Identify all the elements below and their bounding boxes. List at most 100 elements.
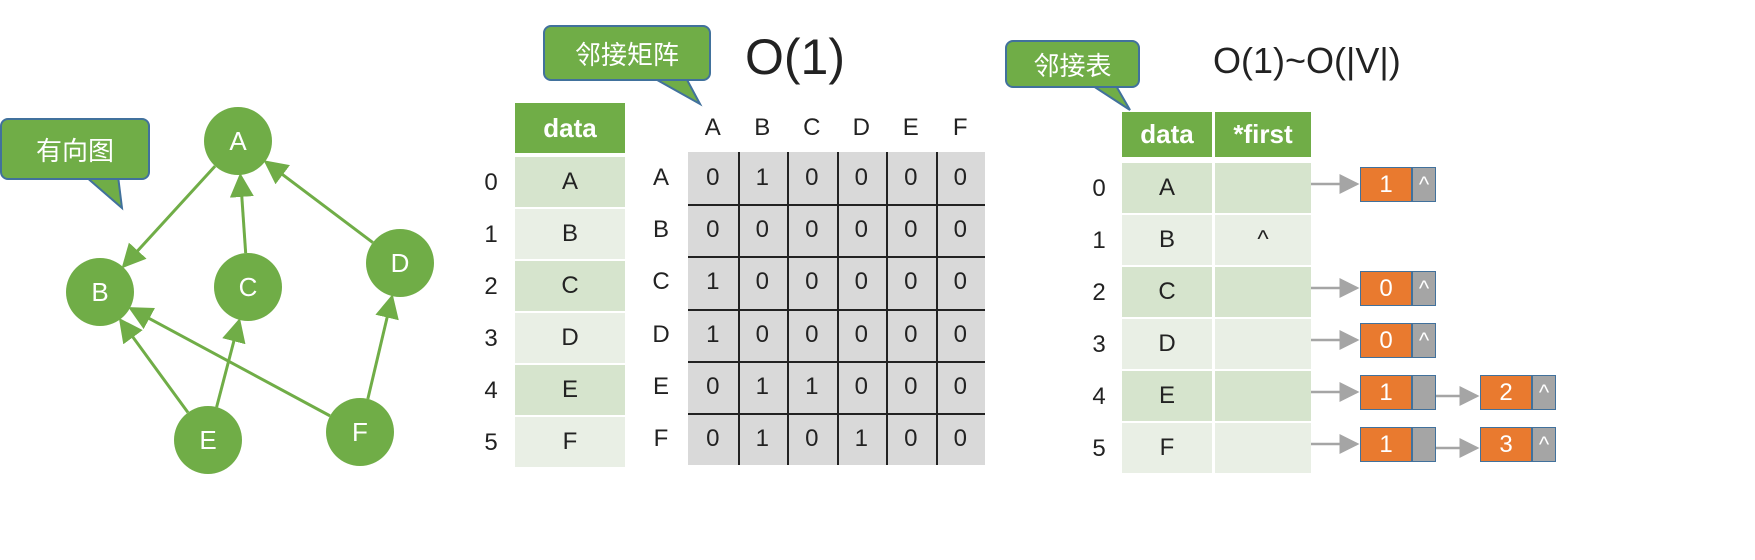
vertex-index: 2 bbox=[484, 273, 498, 300]
graph-node-label: A bbox=[229, 126, 247, 156]
edge-node-next bbox=[1412, 375, 1436, 410]
list-first-header: *first bbox=[1215, 112, 1311, 157]
matrix-col-divider bbox=[886, 152, 888, 465]
matrix-cell: 0 bbox=[854, 268, 868, 296]
edge-E-C bbox=[215, 317, 246, 408]
matrix-cell: 0 bbox=[904, 216, 918, 244]
edge-node-adjvex: 0 bbox=[1360, 271, 1412, 306]
graph-node-C bbox=[214, 253, 282, 321]
matrix-cell: 0 bbox=[805, 425, 819, 453]
edge-node-null-next: ^ bbox=[1412, 167, 1436, 202]
graph-node-label: E bbox=[199, 425, 216, 455]
matrix-cell: 0 bbox=[953, 425, 967, 453]
matrix-data-header: data bbox=[515, 103, 625, 153]
matrix-cell: 0 bbox=[805, 216, 819, 244]
edge-A-B bbox=[121, 165, 217, 269]
matrix-col-label: D bbox=[852, 114, 870, 141]
graph-node-A bbox=[204, 107, 272, 175]
vertex-index: 0 bbox=[484, 169, 498, 196]
matrix-row-label: A bbox=[652, 164, 669, 192]
matrix-row-label: E bbox=[652, 372, 669, 400]
matrix-cell: 0 bbox=[904, 425, 918, 453]
matrix-cell: 0 bbox=[953, 320, 967, 348]
edge-C-A bbox=[229, 172, 254, 254]
callout-adjacency-list: 邻接表 bbox=[1005, 40, 1140, 88]
matrix-cell: 0 bbox=[854, 216, 868, 244]
list-vertex-cell: B bbox=[1122, 215, 1212, 265]
matrix-row-label: D bbox=[652, 320, 670, 348]
matrix-cell: 1 bbox=[706, 320, 720, 348]
null-pointer-symbol: ^ bbox=[1257, 226, 1269, 253]
matrix-row-label: B bbox=[652, 216, 669, 244]
list-vertex-cell: E bbox=[1122, 371, 1212, 421]
matrix-row-divider bbox=[688, 204, 985, 207]
matrix-cell: 0 bbox=[953, 268, 967, 296]
edge-F-B bbox=[128, 307, 331, 418]
matrix-cell: 0 bbox=[805, 268, 819, 296]
matrix-cell: 0 bbox=[953, 372, 967, 400]
list-first-pointer-cell bbox=[1215, 319, 1311, 369]
matrix-cell: 0 bbox=[755, 216, 769, 244]
matrix-cell: 0 bbox=[904, 372, 918, 400]
matrix-cell: 0 bbox=[953, 216, 967, 244]
edge-E-B bbox=[118, 317, 190, 414]
edge-node-null-next: ^ bbox=[1412, 271, 1436, 306]
matrix-col-divider bbox=[836, 152, 839, 465]
list-vertex-index: 0 bbox=[1092, 175, 1106, 202]
edge-node-adjvex: 2 bbox=[1480, 375, 1532, 410]
matrix-cell: 0 bbox=[755, 320, 769, 348]
edge-node-adjvex: 1 bbox=[1360, 427, 1412, 462]
graph-node-D bbox=[366, 229, 434, 297]
edge-node-null-next: ^ bbox=[1532, 375, 1556, 410]
matrix-col-divider bbox=[737, 152, 740, 465]
graph-node-B bbox=[66, 258, 134, 326]
matrix-cell: 0 bbox=[805, 164, 819, 192]
edge-F-D bbox=[366, 294, 399, 400]
vertex-cell: F bbox=[515, 417, 625, 467]
callout-tail-graph bbox=[82, 175, 124, 211]
matrix-cell: 1 bbox=[805, 372, 819, 400]
edge-node-adjvex: 3 bbox=[1480, 427, 1532, 462]
callout-directed-graph: 有向图 bbox=[0, 118, 150, 180]
matrix-cell: 0 bbox=[904, 268, 918, 296]
list-first-pointer-cell bbox=[1215, 215, 1311, 265]
list-vertex-index: 2 bbox=[1092, 279, 1106, 306]
matrix-cell: 0 bbox=[706, 425, 720, 453]
matrix-cell: 1 bbox=[755, 164, 769, 192]
matrix-cell: 1 bbox=[854, 425, 868, 453]
matrix-cell: 0 bbox=[854, 372, 868, 400]
list-first-pointer-cell bbox=[1215, 423, 1311, 473]
edge-node-null-next: ^ bbox=[1412, 323, 1436, 358]
matrix-col-label: E bbox=[902, 114, 919, 141]
matrix-cell: 0 bbox=[904, 164, 918, 192]
list-vertex-index: 5 bbox=[1092, 435, 1106, 462]
edge-node-adjvex: 1 bbox=[1360, 375, 1412, 410]
matrix-row-label: C bbox=[652, 268, 670, 296]
list-first-pointer-cell bbox=[1215, 371, 1311, 421]
matrix-row-divider bbox=[688, 256, 985, 259]
matrix-col-divider bbox=[935, 152, 938, 465]
matrix-cell: 0 bbox=[805, 320, 819, 348]
graph-node-label: B bbox=[91, 277, 108, 307]
matrix-cell: 0 bbox=[706, 164, 720, 192]
list-first-pointer-cell bbox=[1215, 163, 1311, 213]
matrix-row-divider bbox=[688, 413, 985, 415]
vertex-cell: C bbox=[515, 261, 625, 311]
vertex-index: 1 bbox=[484, 221, 498, 248]
matrix-cell: 0 bbox=[953, 164, 967, 192]
matrix-row-divider bbox=[688, 308, 985, 311]
graph-node-label: F bbox=[352, 417, 368, 447]
vertex-index: 5 bbox=[484, 429, 498, 456]
vertex-cell: B bbox=[515, 209, 625, 259]
matrix-col-label: F bbox=[952, 114, 968, 141]
matrix-cell: 1 bbox=[755, 372, 769, 400]
edge-D-A bbox=[263, 160, 374, 244]
vertex-cell: D bbox=[515, 313, 625, 363]
matrix-cell: 0 bbox=[854, 320, 868, 348]
list-complexity: O(1)~O(|V|) bbox=[1213, 40, 1401, 81]
list-vertex-cell: C bbox=[1122, 267, 1212, 317]
graph-node-label: D bbox=[391, 248, 410, 278]
vertex-cell: E bbox=[515, 365, 625, 415]
matrix-cell: 0 bbox=[904, 320, 918, 348]
